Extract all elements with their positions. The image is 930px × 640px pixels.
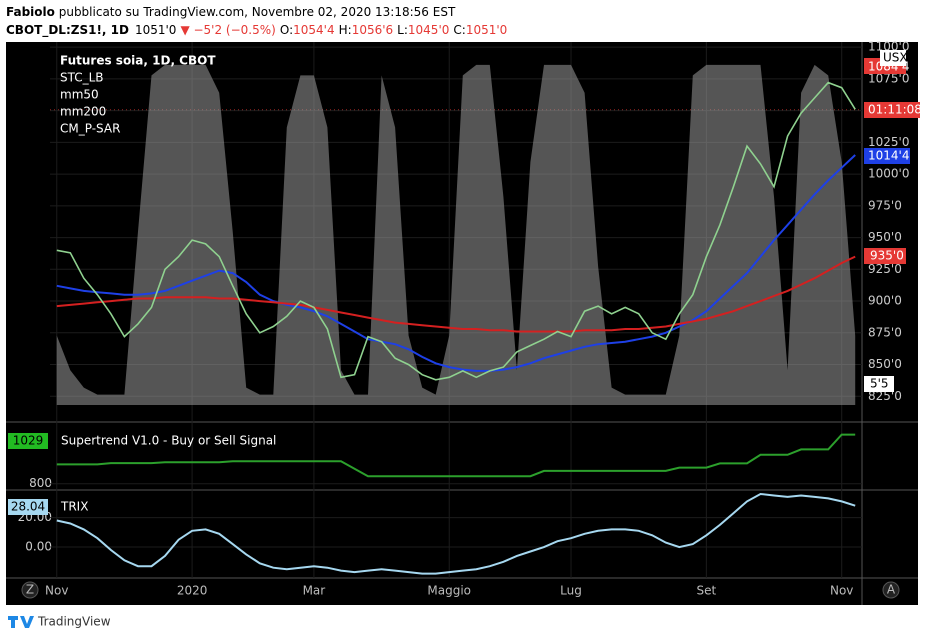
pane-title: TRIX	[60, 500, 88, 514]
chart-title: Futures soia, 1D, CBOT	[60, 54, 216, 68]
c-value: 1051'0	[466, 23, 507, 37]
logo-icon	[8, 616, 34, 628]
y-tick-label: 1075'0	[868, 71, 909, 85]
auto-button[interactable]	[882, 581, 900, 599]
l-label: L:	[397, 23, 408, 37]
x-tick-label: 2020	[177, 584, 208, 598]
h-label: H:	[339, 23, 352, 37]
o-label: O:	[280, 23, 293, 37]
auto-label: A	[887, 583, 896, 597]
x-tick-label: Nov	[45, 584, 68, 598]
badge: 5'5	[870, 377, 889, 391]
value-badge: 28.04	[11, 500, 45, 514]
badge: 935'0	[870, 249, 904, 263]
badge: 01:11:08	[868, 103, 922, 117]
legend-entry: mm50	[60, 88, 99, 102]
pane-title: Supertrend V1.0 - Buy or Sell Signal	[61, 434, 276, 448]
y-tick-label: 0.00	[25, 540, 52, 554]
y-tick-label: 800	[29, 476, 52, 490]
y-tick-label: 925'0	[868, 262, 902, 276]
y-tick-label: 1000'0	[868, 167, 909, 181]
x-tick-label: Nov	[830, 584, 853, 598]
author-line: Fabiolo pubblicato su TradingView.com, N…	[6, 5, 456, 19]
y-tick-label: 850'0	[868, 357, 902, 371]
x-tick-label: Set	[697, 584, 717, 598]
badge: 1014'4	[868, 149, 909, 163]
y-tick-label: 875'0	[868, 325, 902, 339]
zoom-button[interactable]	[21, 581, 39, 599]
series-line	[56, 154, 856, 372]
o-value: 1054'4	[293, 23, 334, 37]
indicator-line	[56, 433, 856, 478]
badge-box	[864, 376, 894, 392]
legend-entry: STC_LB	[60, 71, 104, 85]
badge-box	[880, 50, 906, 66]
price-line	[56, 81, 856, 381]
legend-entry: mm200	[60, 105, 106, 119]
logo-text: TradingView	[37, 615, 111, 629]
x-tick-label: Mar	[303, 584, 326, 598]
author: Fabiolo	[6, 5, 55, 19]
x-tick-label: Lug	[560, 584, 582, 598]
price-badges: 1084'4 USX 01:11:08 1014'4 935'0 5'5	[864, 50, 922, 392]
h-value: 1056'6	[352, 23, 393, 37]
plot-layer: Nov 2020 Mar Maggio Lug Set Nov 825'0 850'0 875'0…	[8, 40, 909, 598]
y-tick-label: 1025'0	[868, 135, 909, 149]
badge-box	[864, 148, 910, 164]
value-badge-box	[8, 499, 48, 515]
x-tick-label: Maggio	[427, 584, 471, 598]
zoom-label: Z	[26, 583, 34, 597]
y-tick-label: 825'0	[868, 389, 902, 403]
y-tick-label: 900'0	[868, 294, 902, 308]
published: pubblicato su TradingView.com, Novembre …	[55, 5, 456, 19]
indicator-line	[56, 492, 856, 575]
change: ▼ −5'2 (−0.5%)	[180, 23, 275, 37]
badge-box	[864, 248, 906, 264]
symbol-line: CBOT_DL:ZS1!, 1D 1051'0 ▼ −5'2 (−0.5%) O:10…	[6, 23, 507, 38]
badge-box	[864, 102, 920, 118]
stc-area	[56, 64, 856, 406]
last-price: 1051'0	[135, 23, 176, 37]
badge: USX	[883, 51, 908, 65]
y-tick-label: 975'0	[868, 198, 902, 212]
symbol: CBOT_DL:ZS1!, 1D	[6, 23, 129, 38]
l-value: 1045'0	[408, 23, 449, 37]
y-tick-label: 950'0	[868, 230, 902, 244]
value-badge: 1029	[13, 434, 44, 448]
series-line	[56, 255, 856, 333]
c-label: C:	[453, 23, 465, 37]
legend-entry: CM_P-SAR	[60, 122, 120, 136]
value-badge-box	[8, 433, 48, 449]
